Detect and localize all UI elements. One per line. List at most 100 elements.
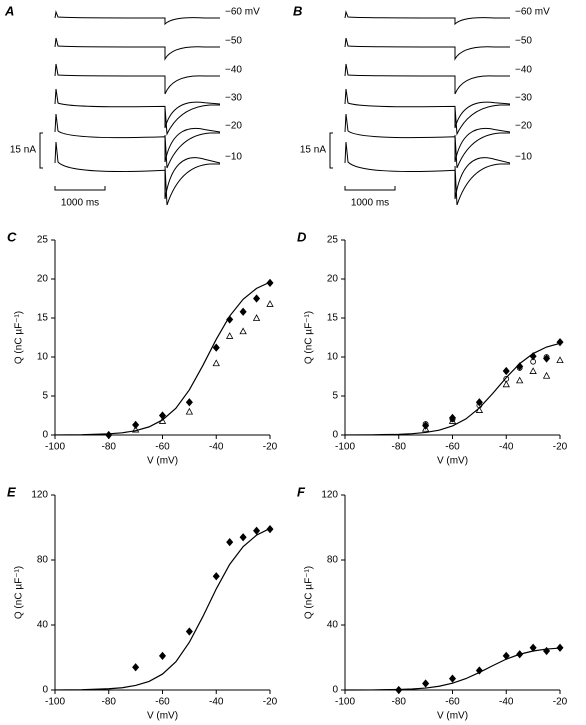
data-point [543, 354, 550, 360]
data-point [503, 375, 510, 382]
x-axis-label: V (mV) [147, 456, 178, 467]
x-tick-label: -80 [102, 697, 117, 708]
voltage-label: −50 [515, 36, 532, 47]
data-point [239, 533, 247, 542]
y-tick-label: 25 [327, 235, 339, 246]
current-trace [164, 163, 220, 206]
data-point [543, 354, 551, 363]
data-point [448, 417, 457, 424]
y-tick-label: 40 [37, 620, 49, 631]
data-point [185, 627, 193, 636]
panel-letter: A [4, 3, 14, 18]
y-axis-label: Q (nC µF⁻¹) [14, 311, 25, 364]
y-tick-label: 120 [321, 490, 338, 501]
data-point [266, 300, 274, 307]
voltage-label: −60 mV [225, 7, 260, 18]
voltage-label: −20 [225, 121, 242, 132]
data-point [421, 424, 430, 432]
data-point [502, 366, 510, 376]
data-point [212, 572, 220, 581]
x-axis-label: V (mV) [437, 456, 468, 467]
data-point [530, 358, 537, 365]
voltage-label: −30 [225, 93, 242, 104]
data-point [131, 425, 140, 433]
data-point [158, 651, 167, 660]
scale-x-label: 1000 ms [61, 198, 99, 209]
data-point [239, 327, 247, 335]
panel-letter: D [297, 229, 307, 244]
data-point [448, 674, 457, 683]
data-point [529, 367, 537, 374]
y-tick-label: 5 [332, 391, 338, 402]
x-tick-label: -20 [553, 697, 568, 708]
current-trace [454, 104, 510, 136]
y-axis-label: Q (nC µF⁻¹) [304, 311, 315, 364]
data-point [105, 430, 113, 440]
x-tick-label: -40 [209, 442, 224, 453]
current-trace [344, 113, 511, 163]
voltage-label: −50 [225, 36, 242, 47]
y-tick-label: 10 [37, 352, 49, 363]
data-point [556, 356, 564, 364]
current-trace [344, 63, 510, 95]
panel-letter: E [7, 484, 16, 499]
data-point [212, 343, 220, 352]
x-axis-label: V (mV) [147, 711, 178, 722]
fit-curve [344, 647, 561, 691]
fit-curve [344, 342, 561, 436]
current-trace [54, 37, 220, 61]
x-tick-label: -100 [335, 442, 355, 453]
x-tick-label: -60 [445, 697, 460, 708]
y-tick-label: 0 [42, 430, 48, 441]
scale-bar [54, 186, 106, 191]
current-trace [54, 113, 221, 163]
current-trace [164, 104, 220, 136]
y-tick-label: 0 [332, 430, 338, 441]
data-point [475, 398, 483, 407]
y-tick-label: 0 [42, 685, 48, 696]
data-point [253, 526, 261, 535]
x-tick-label: -20 [263, 442, 278, 453]
current-trace [344, 37, 510, 61]
y-axis-label: Q (nC µF⁻¹) [304, 566, 315, 619]
scale-y-label: 15 nA [300, 145, 326, 156]
fit-curve [54, 281, 271, 436]
current-trace [454, 163, 510, 206]
data-point [239, 307, 247, 316]
current-trace [54, 88, 221, 129]
y-tick-label: 5 [42, 391, 48, 402]
data-point [132, 663, 140, 672]
x-tick-label: -80 [392, 697, 407, 708]
data-point [502, 380, 510, 388]
data-point [542, 371, 551, 379]
y-tick-label: 15 [37, 313, 49, 324]
data-point [226, 332, 234, 339]
fit-curve [54, 527, 271, 691]
data-point [132, 420, 140, 429]
current-trace [164, 132, 220, 169]
voltage-label: −30 [515, 93, 532, 104]
current-trace [54, 63, 220, 95]
current-trace [344, 88, 511, 129]
x-tick-label: -100 [45, 442, 65, 453]
data-point [185, 398, 193, 407]
x-tick-label: -80 [102, 442, 117, 453]
voltage-label: −10 [515, 152, 532, 163]
y-tick-label: 10 [327, 352, 339, 363]
data-point [252, 314, 261, 321]
data-point [516, 376, 524, 384]
panel-letter: F [297, 484, 306, 499]
x-tick-label: -100 [335, 697, 355, 708]
current-trace [54, 10, 220, 26]
voltage-label: −40 [515, 65, 532, 76]
x-tick-label: -20 [553, 442, 568, 453]
x-tick-label: -20 [263, 697, 278, 708]
data-point [556, 338, 564, 347]
data-point [212, 359, 220, 367]
data-point [253, 294, 261, 303]
scale-bar [329, 132, 333, 169]
data-point [185, 407, 194, 415]
y-axis-label: Q (nC µF⁻¹) [14, 566, 25, 619]
data-point [266, 278, 274, 288]
y-tick-label: 80 [37, 555, 49, 566]
